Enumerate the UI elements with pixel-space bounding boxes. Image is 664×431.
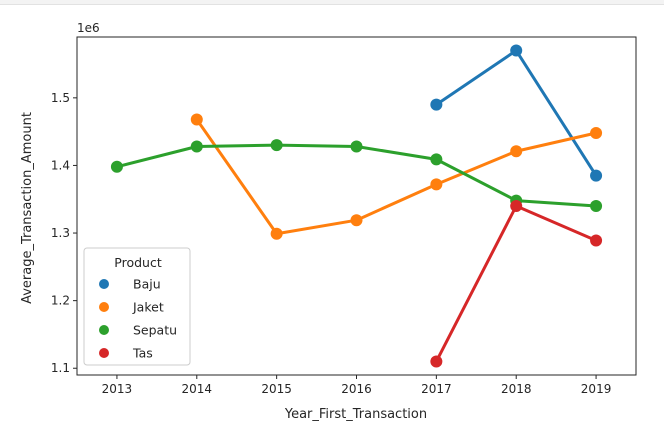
- x-axis-label: Year_First_Transaction: [284, 407, 427, 422]
- legend-frame: [83, 247, 191, 366]
- legend-label-tas: Tas: [132, 346, 153, 361]
- legend-marker-tas: [99, 348, 109, 358]
- legend-items: Baju Jaket Sepatu Tas: [99, 277, 177, 361]
- data-point-sepatu: [110, 160, 123, 173]
- legend-label-baju: Baju: [133, 277, 161, 292]
- data-point-baju: [590, 169, 603, 182]
- series-sepatu: [110, 139, 603, 212]
- x-tick-label: 2018: [501, 382, 532, 396]
- data-point-jaket: [430, 178, 443, 191]
- legend-marker-sepatu: [99, 325, 109, 335]
- x-tick-label: 2016: [341, 382, 372, 396]
- legend-title: Product: [114, 255, 162, 270]
- data-point-tas: [590, 234, 603, 247]
- series-baju: [430, 44, 603, 182]
- y-tick-label: 1.1: [51, 361, 70, 375]
- data-point-baju: [430, 98, 443, 111]
- data-point-sepatu: [350, 140, 363, 153]
- y-tick-label: 1.4: [51, 158, 70, 172]
- y-tick-label: 1.3: [51, 226, 70, 240]
- legend: Product Baju Jaket Sepatu Tas: [83, 247, 191, 366]
- plot-frame: [76, 36, 637, 376]
- series-line-jaket: [195, 117, 598, 236]
- legend-label-jaket: Jaket: [132, 300, 164, 315]
- data-point-sepatu: [190, 140, 203, 153]
- x-tick-label: 2015: [261, 382, 292, 396]
- data-point-sepatu: [590, 200, 603, 212]
- data-point-jaket: [190, 113, 203, 126]
- data-point-jaket: [590, 126, 603, 139]
- axis-ticks: 2013 2014 2015 2016 2017 2018 2019 1.1 1.2 1.3 1.4…: [51, 91, 611, 396]
- y-offset-label: 1e6: [77, 21, 100, 35]
- data-point-jaket: [350, 214, 363, 227]
- data-point-jaket: [510, 145, 523, 158]
- y-tick-label: 1.5: [51, 91, 70, 105]
- legend-label-sepatu: Sepatu: [133, 323, 177, 338]
- legend-marker-jaket: [99, 302, 109, 312]
- x-tick-label: 2013: [102, 382, 133, 396]
- data-point-tas: [510, 200, 523, 212]
- data-point-tas: [430, 355, 443, 368]
- series-line-tas: [434, 204, 598, 363]
- series-line-sepatu: [115, 143, 598, 208]
- series-jaket: [190, 113, 603, 240]
- series-layer: [110, 44, 603, 368]
- series-tas: [430, 200, 603, 368]
- y-axis-label: Average_Transaction_Amount: [20, 112, 35, 304]
- x-tick-label: 2019: [581, 382, 612, 396]
- notebook-output-top-border: [0, 0, 664, 5]
- x-tick-label: 2014: [182, 382, 213, 396]
- data-point-jaket: [270, 227, 283, 240]
- x-tick-label: 2017: [421, 382, 452, 396]
- y-tick-label: 1.2: [51, 294, 70, 308]
- data-point-baju: [510, 44, 523, 57]
- data-point-sepatu: [270, 139, 283, 152]
- legend-marker-baju: [99, 279, 109, 289]
- data-point-sepatu: [430, 153, 443, 166]
